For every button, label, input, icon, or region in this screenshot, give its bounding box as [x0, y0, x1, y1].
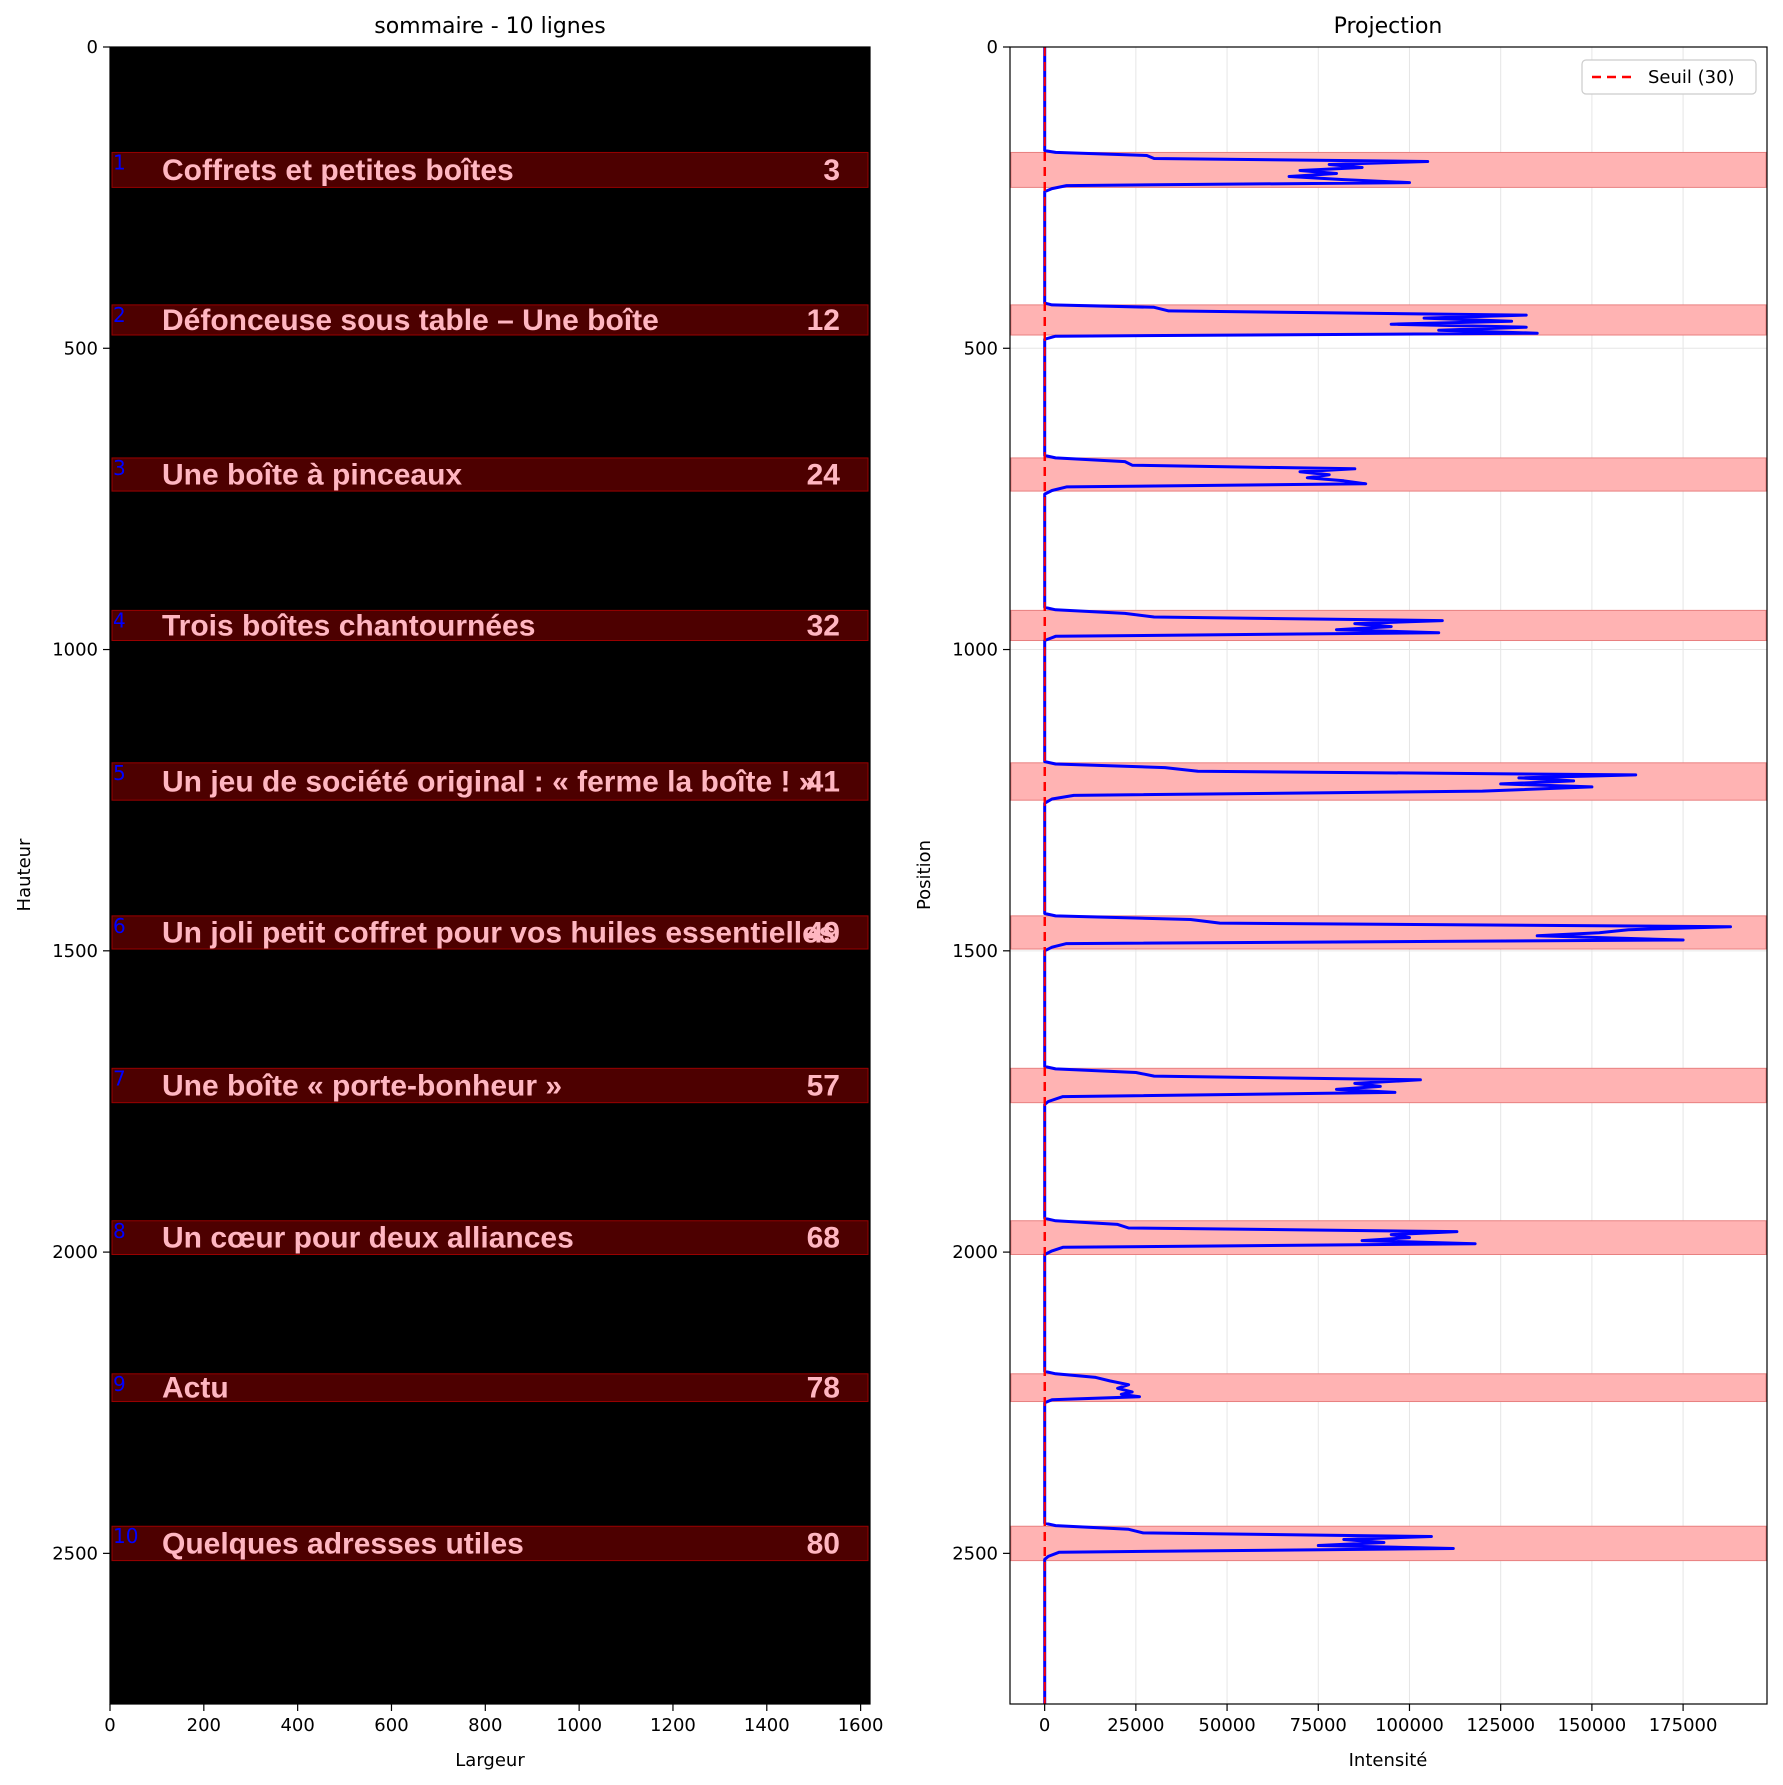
- x-tick-label: 100000: [1375, 1715, 1444, 1736]
- line-page-number: 24: [807, 459, 841, 492]
- line-band: [111, 1220, 869, 1256]
- left-x-ticks: 0 200 400 600 800 1000 1200 1400 1600: [104, 1704, 884, 1736]
- y-tick-label: 0: [87, 37, 98, 58]
- line-number: 1: [113, 150, 126, 174]
- y-tick-label: 2000: [952, 1242, 998, 1263]
- x-tick-label: 150000: [1558, 1715, 1627, 1736]
- x-tick-label: 1200: [650, 1715, 696, 1736]
- line-band: [111, 457, 869, 492]
- y-tick-label: 2500: [52, 1543, 98, 1564]
- line-title: Un jeu de société original : « ferme la …: [162, 766, 816, 799]
- y-tick-label: 1000: [952, 640, 998, 661]
- y-tick-label: 1500: [952, 941, 998, 962]
- line-number: 7: [113, 1066, 126, 1090]
- line-band: [111, 151, 869, 188]
- line-band: [111, 1067, 869, 1104]
- y-tick-label: 500: [964, 338, 998, 359]
- right-y-ticks: 0 500 1000 1500 2000 2500: [952, 37, 1010, 1564]
- line-band: [111, 609, 869, 642]
- line-number: 5: [113, 761, 126, 785]
- x-tick-label: 125000: [1466, 1715, 1535, 1736]
- line-number: 2: [113, 303, 126, 327]
- left-y-ticks: 0 500 1000 1500 2000 2500: [52, 37, 110, 1564]
- line-page-number: 49: [807, 916, 840, 949]
- line-rows: 1 Coffrets et petites boîtes 32 Défonceuse …: [111, 150, 869, 1562]
- x-tick-label: 75000: [1290, 1715, 1347, 1736]
- projection-line: [1043, 47, 1732, 1704]
- line-title: Trois boîtes chantournées: [162, 609, 535, 642]
- line-page-number: 32: [807, 609, 840, 642]
- line-number: 10: [113, 1524, 138, 1548]
- left-y-axis-label: Hauteur: [14, 838, 35, 912]
- line-title: Une boîte « porte-bonheur »: [162, 1069, 562, 1102]
- line-title: Défonceuse sous table – Une boîte: [162, 304, 659, 337]
- detected-band: [1010, 304, 1767, 336]
- x-tick-label: 1000: [556, 1715, 602, 1736]
- line-page-number: 12: [807, 304, 840, 337]
- left-plot-frame: [109, 46, 871, 1705]
- x-tick-label: 1600: [838, 1715, 884, 1736]
- legend-box: [1581, 59, 1757, 95]
- line-title: Quelques adresses utiles: [162, 1527, 524, 1560]
- legend-label: Seuil (30): [1648, 67, 1735, 88]
- line-band: [111, 1373, 869, 1403]
- x-tick-label: 1400: [744, 1715, 790, 1736]
- y-tick-label: 500: [64, 338, 98, 359]
- y-tick-label: 2000: [52, 1242, 98, 1263]
- line-title: Un cœur pour deux alliances: [162, 1222, 574, 1255]
- image-panel: sommaire - 10 lignes 1 Coffrets et petite…: [14, 14, 884, 1771]
- right-plot-frame: [1009, 46, 1768, 1705]
- line-page-number: 41: [807, 766, 840, 799]
- detected-band: [1010, 1525, 1767, 1562]
- line-band: [111, 762, 869, 801]
- line-number: 9: [113, 1372, 126, 1396]
- y-tick-label: 1500: [52, 941, 98, 962]
- projection-panel: Projection 0 25000 50000 75000 100000 125000 1…: [914, 14, 1768, 1771]
- x-tick-label: 800: [468, 1715, 502, 1736]
- left-x-axis-label: Largeur: [455, 1750, 525, 1771]
- right-x-axis-label: Intensité: [1349, 1750, 1428, 1771]
- x-tick-label: 50000: [1198, 1715, 1255, 1736]
- right-y-axis-label: Position: [914, 840, 935, 910]
- line-number: 4: [113, 608, 126, 632]
- line-page-number: 3: [823, 154, 840, 187]
- x-tick-label: 0: [1039, 1715, 1050, 1736]
- x-tick-label: 200: [187, 1715, 221, 1736]
- line-page-number: 78: [807, 1372, 840, 1405]
- right-x-ticks: 0 25000 50000 75000 100000 125000 150000 175000: [1039, 1704, 1718, 1736]
- y-tick-label: 1000: [52, 640, 98, 661]
- line-title: Coffrets et petites boîtes: [162, 154, 514, 187]
- right-chart-title: Projection: [1334, 14, 1443, 39]
- x-tick-label: 175000: [1649, 1715, 1718, 1736]
- x-tick-label: 400: [280, 1715, 314, 1736]
- x-tick-label: 600: [374, 1715, 408, 1736]
- line-number: 8: [113, 1219, 126, 1243]
- x-tick-label: 0: [104, 1715, 115, 1736]
- line-number: 3: [113, 456, 126, 480]
- line-page-number: 57: [807, 1069, 840, 1102]
- x-tick-label: 25000: [1107, 1715, 1164, 1736]
- line-title: Actu: [162, 1372, 229, 1405]
- line-page-number: 68: [807, 1222, 840, 1255]
- line-title: Une boîte à pinceaux: [162, 459, 462, 492]
- line-title: Un joli petit coffret pour vos huiles es…: [162, 916, 835, 949]
- line-number: 6: [113, 914, 126, 938]
- legend: Seuil (30): [1581, 59, 1757, 95]
- y-tick-label: 0: [987, 37, 998, 58]
- line-band: [111, 915, 869, 950]
- line-page-number: 80: [807, 1527, 840, 1560]
- line-band: [111, 1525, 869, 1562]
- image-background: [110, 47, 870, 1704]
- y-tick-label: 2500: [952, 1543, 998, 1564]
- left-chart-title: sommaire - 10 lignes: [374, 14, 606, 39]
- line-band: [111, 304, 869, 336]
